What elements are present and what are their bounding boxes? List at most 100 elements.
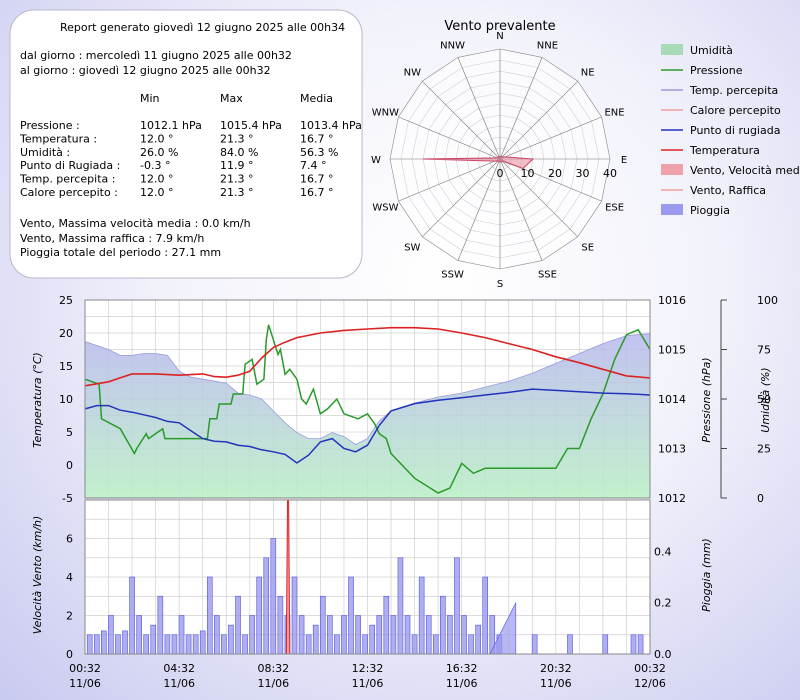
wind-gust-bar <box>440 595 446 655</box>
y2-tick-label: 1015 <box>658 344 686 357</box>
x-tick-time: 12:32 <box>352 662 384 675</box>
wind-gust-bar <box>383 595 390 655</box>
x-tick-date: 11/06 <box>446 677 478 690</box>
legend-label: Calore percepito <box>690 104 781 117</box>
wind-gust-bar <box>531 634 538 655</box>
y3-tick-label: 0 <box>757 492 764 505</box>
x-tick-date: 11/06 <box>69 677 101 690</box>
y2-axis-title: Pressione (hPa) <box>700 357 713 442</box>
radar-spoke <box>499 81 578 160</box>
y-tick-label: 20 <box>59 327 73 340</box>
rain-spike <box>285 499 291 655</box>
summary-row-max: 84.0 % <box>220 146 258 159</box>
temperature-chart: 2520151050-51016101510141013101210075502… <box>31 294 778 505</box>
summary-row-avg: 16.7 ° <box>300 186 334 199</box>
radar-tick-label: 0 <box>497 167 504 180</box>
x-tick-time: 00:32 <box>634 662 666 675</box>
radar-spoke <box>499 116 602 160</box>
wind-gust-bar <box>404 615 411 655</box>
y2-tick-label: 1014 <box>658 393 686 406</box>
radar-spoke <box>499 57 543 160</box>
wind-gust-bar <box>454 557 460 655</box>
radar-direction-label: NE <box>581 67 595 78</box>
wind-gust-bar <box>475 624 481 655</box>
y2-tick-label: 1016 <box>658 294 686 307</box>
wind-gust-text: Vento, Massima raffica : 7.9 km/h <box>20 232 204 245</box>
wind-gust-bar <box>157 595 164 655</box>
x-tick-time: 04:32 <box>163 662 195 675</box>
wind-gust-bar <box>164 634 171 655</box>
wind-gust-bar <box>214 615 220 655</box>
humidity-area <box>84 333 651 499</box>
wind-gust-bar <box>482 576 489 655</box>
wind-gust-bar <box>206 576 213 655</box>
wind-gust-bar <box>221 634 227 655</box>
wind-gust-bar <box>171 634 178 655</box>
radar-direction-label: W <box>371 155 381 166</box>
wind-avg-text: Vento, Massima velocità media : 0.0 km/h <box>20 217 251 230</box>
radar-direction-label: S <box>497 279 503 290</box>
radar-direction-label: SW <box>404 243 420 254</box>
summary-row-min: 1012.1 hPa <box>140 119 202 132</box>
radar-wind-area <box>422 155 535 170</box>
wind-gust-bar <box>192 634 199 655</box>
wind-gust-bar <box>390 615 397 655</box>
temperature-line <box>84 326 651 387</box>
summary-row-label: Temperatura : <box>19 132 97 145</box>
summary-panel <box>9 9 363 279</box>
summary-row-max: 21.3 ° <box>220 132 254 145</box>
rain-y-tick-label: 0.0 <box>654 648 672 661</box>
x-tick-time: 20:32 <box>540 662 572 675</box>
wind-gust-bar <box>376 615 383 655</box>
wind-gust-bar <box>277 595 284 655</box>
wind-gust-bar <box>199 630 206 655</box>
wind-y-tick-label: 2 <box>66 610 73 623</box>
legend-label: Temp. percepita <box>689 84 778 97</box>
legend-label: Pressione <box>690 64 743 77</box>
y-tick-label: 25 <box>59 294 73 307</box>
legend-label: Umidità <box>690 44 733 57</box>
wind-gust-bar <box>93 634 100 655</box>
summary-row-label: Calore percepito : <box>20 186 118 199</box>
wind-gust-bar <box>425 615 432 655</box>
radar-tick-label: 40 <box>603 167 617 180</box>
summary-row-min: 12.0 ° <box>140 173 174 186</box>
wind-gust-bar <box>637 634 644 655</box>
y3-axis-title: Umidità (%) <box>759 367 772 432</box>
summary-row-max: 11.9 ° <box>220 159 254 172</box>
legend-swatch <box>661 204 683 215</box>
radar-direction-label: E <box>621 155 627 166</box>
radar-spoke <box>499 158 578 237</box>
wind-gust-bar <box>136 615 142 655</box>
wind-gust-bar <box>567 634 573 655</box>
pressure-line <box>84 324 651 494</box>
x-tick-date: 11/06 <box>540 677 572 690</box>
wind-gust-bar <box>298 615 305 655</box>
summary-row-avg: 1013.4 hPa <box>300 119 362 132</box>
legend-swatch <box>661 44 683 55</box>
y3-tick-label: 50 <box>757 393 771 406</box>
x-tick-time: 08:32 <box>257 662 289 675</box>
period-to: al giorno : giovedì 12 giugno 2025 alle … <box>20 64 271 77</box>
legend-label: Punto di rugiada <box>690 124 780 137</box>
wind-gust-bar <box>150 624 157 655</box>
wind-gust-bar <box>411 634 418 655</box>
wind-gust-bar <box>630 634 637 655</box>
wind-gust-bar <box>242 634 248 655</box>
col-min-header: Min <box>140 92 160 105</box>
summary-row-label: Umidità : <box>20 146 70 159</box>
wind-gust-bar <box>312 624 319 655</box>
legend-swatch <box>661 164 683 175</box>
radar-tick-label: 20 <box>548 167 562 180</box>
rain-y-tick-label: 0.2 <box>654 597 672 610</box>
y-tick-label: -5 <box>62 492 73 505</box>
wind-gust-bar <box>86 634 93 655</box>
summary-row-avg: 16.7 ° <box>300 132 334 145</box>
wind-gust-bar <box>319 595 326 655</box>
wind-gust-bar <box>228 624 234 655</box>
x-tick-date: 12/06 <box>634 677 666 690</box>
wind-gust-bar <box>468 634 474 655</box>
wind-gust-bar <box>355 615 361 655</box>
